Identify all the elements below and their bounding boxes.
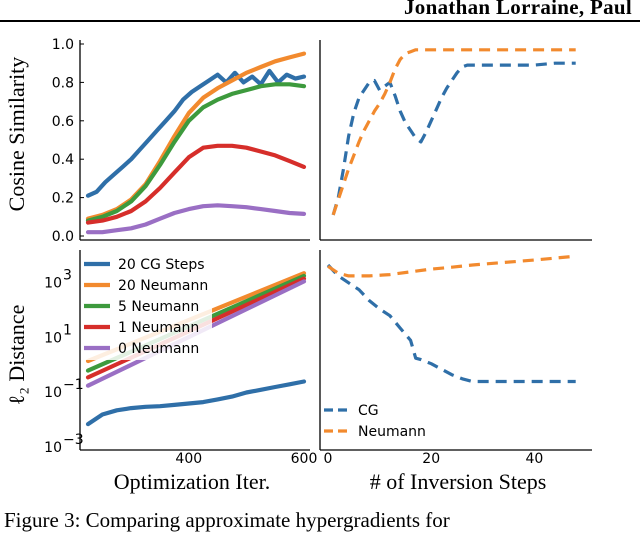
legend-label: 5 Neumann xyxy=(118,299,199,315)
top-left-ytick-label: 0.4 xyxy=(52,152,74,168)
top-left-series-5-neumann xyxy=(85,82,307,223)
bottom-right-xtick-label: 0 xyxy=(324,451,333,467)
panel-top-right-frame xyxy=(319,40,592,241)
top-right-series-neumann xyxy=(331,48,576,216)
top-right-series-cg xyxy=(331,61,576,216)
bottom-left-xlabel: Optimization Iter. xyxy=(114,469,270,494)
top-left-series-20-cg-steps xyxy=(85,68,307,198)
bottom-left-ytick-exponent: 1 xyxy=(63,322,72,338)
bottom-right-xtick-label: 40 xyxy=(525,451,543,467)
figure-caption: Figure 3: Comparing approximate hypergra… xyxy=(4,508,450,532)
bottom-left-xtick-label: 600 xyxy=(291,451,318,467)
bottom-right-series-neumann xyxy=(327,254,576,278)
header-rule xyxy=(0,20,640,22)
legend-label: 1 Neumann xyxy=(118,320,199,336)
legend-left: 20 CG Steps 20 Neumann 5 Neumann 1 Neumann 0… xyxy=(82,254,212,360)
bottom-left-ylabel: ℓ₂ Distance xyxy=(4,305,29,406)
legend-label: Neumann xyxy=(358,424,426,440)
panel-bottom-right-frame xyxy=(319,250,592,451)
top-left-series-0-neumann xyxy=(85,203,307,235)
bottom-left-ytick-exponent: −3 xyxy=(63,432,84,448)
bottom-left-xtick-label: 400 xyxy=(175,451,202,467)
top-left-ytick-label: 0.2 xyxy=(52,191,74,207)
top-left-series-20-neumann xyxy=(85,51,307,221)
legend-label: 20 CG Steps xyxy=(118,257,205,273)
legend-label: CG xyxy=(358,403,379,419)
figure-3: Cosine Similarity ℓ₂ Distance Optimizati… xyxy=(4,37,592,494)
bottom-right-series-cg xyxy=(326,263,576,384)
bottom-left-ytick-exponent: −1 xyxy=(63,377,84,393)
legend-label: 20 Neumann xyxy=(118,278,208,294)
top-left-ytick-label: 0.6 xyxy=(52,114,74,130)
top-left-ylabel: Cosine Similarity xyxy=(4,57,29,212)
bottom-left-series-20-cg-steps xyxy=(85,379,307,427)
top-left-ytick-label: 1.0 xyxy=(52,37,74,53)
top-left-series-1-neumann xyxy=(85,143,307,225)
top-left-ytick-label: 0.8 xyxy=(52,75,74,91)
bottom-left-ytick-exponent: 3 xyxy=(63,267,72,283)
bottom-left-ytick-label: 10 xyxy=(44,440,62,456)
panel-top-left-frame xyxy=(79,40,310,241)
bottom-left-ytick-label: 10 xyxy=(44,330,62,346)
panel-bottom-left-frame xyxy=(79,250,310,451)
legend-label: 0 Neumann xyxy=(118,341,199,357)
bottom-left-ytick-label: 10 xyxy=(44,385,62,401)
bottom-right-xlabel: # of Inversion Steps xyxy=(370,469,547,494)
bottom-left-ytick-label: 10 xyxy=(44,275,62,291)
legend-right: CG Neumann xyxy=(324,403,426,440)
bottom-right-xtick-label: 20 xyxy=(422,451,440,467)
running-header: Jonathan Lorraine, Paul xyxy=(403,0,632,19)
top-left-ytick-label: 0.0 xyxy=(52,229,74,245)
